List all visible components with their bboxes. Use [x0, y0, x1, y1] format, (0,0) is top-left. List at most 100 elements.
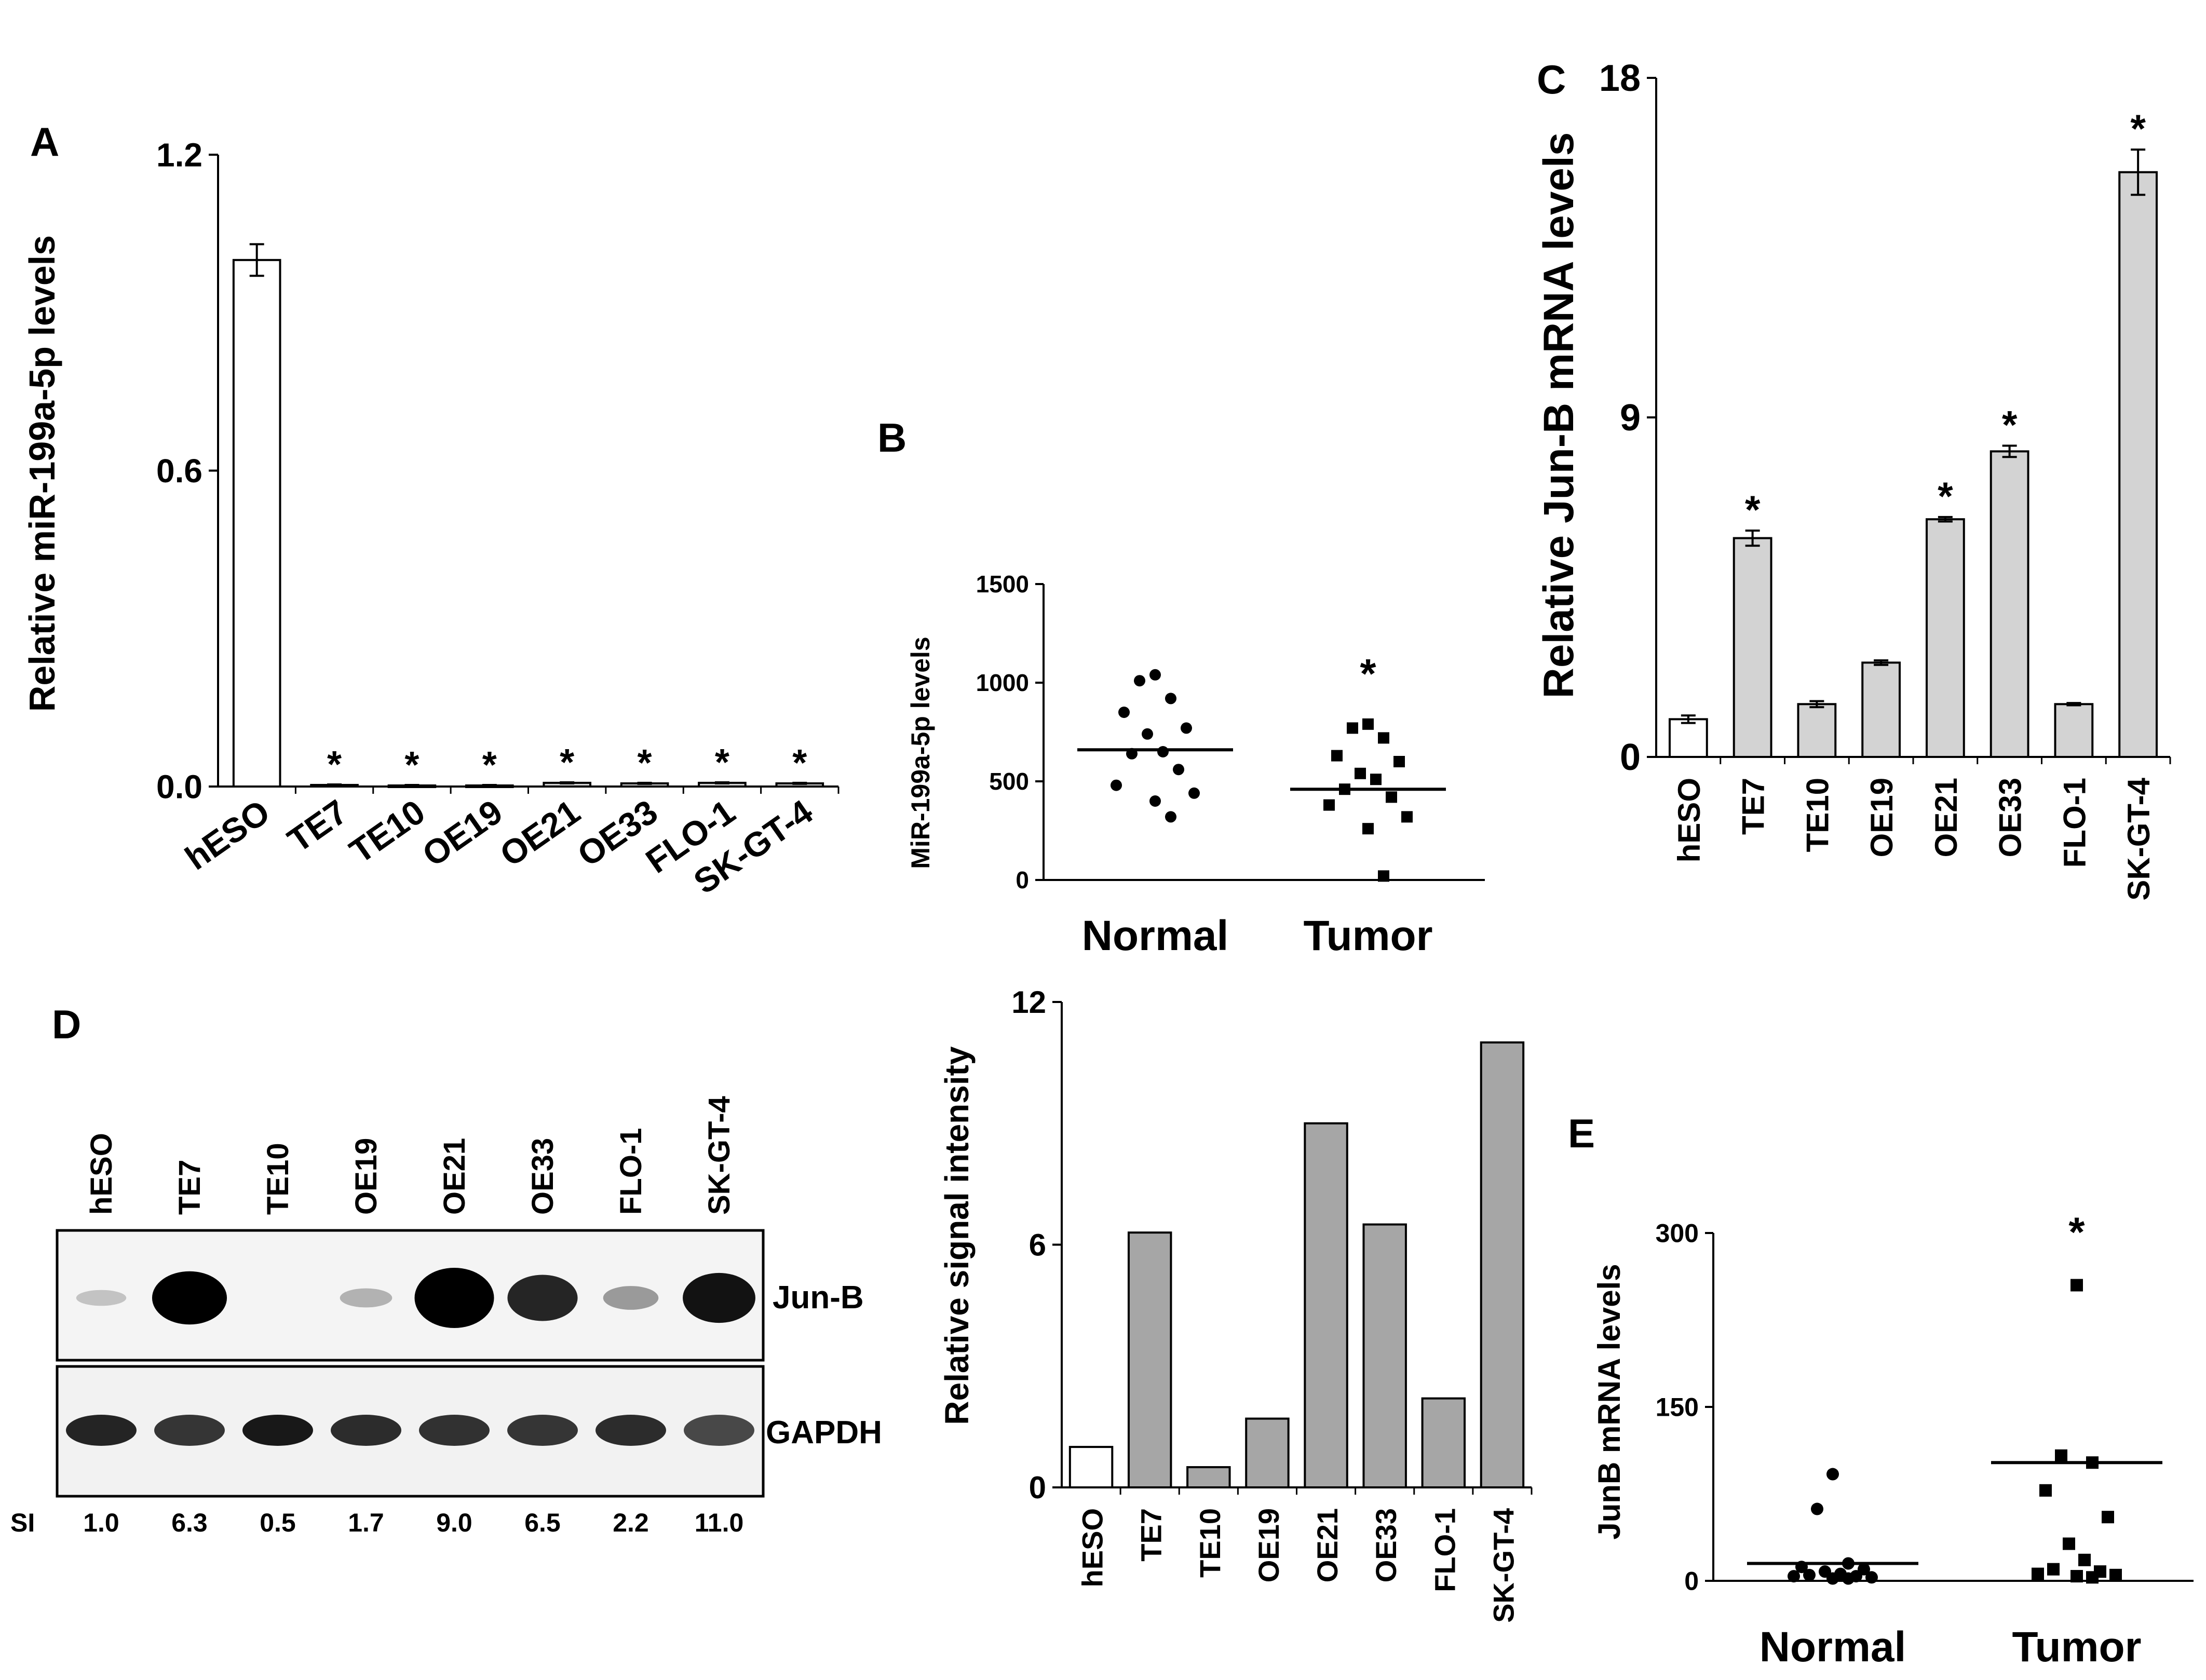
- panel-letter-c: C: [1537, 57, 1566, 102]
- panel-a-significance-star: *: [792, 742, 807, 784]
- panel-e-data-point: [1842, 1572, 1855, 1585]
- blot-band-gapdh: [507, 1415, 578, 1446]
- panel-d-bar-chart: Relative signal intensity 0 6 12 hESO TE7 TE1…: [938, 985, 1533, 1623]
- panel-d-bar: [1245, 1417, 1290, 1489]
- panel-d-y-tick-label: 12: [1011, 985, 1046, 1020]
- panel-d-y-axis-title: Relative signal intensity: [938, 1046, 976, 1425]
- panel-b-significance-star: *: [1360, 651, 1376, 697]
- panel-c-bar: [2118, 171, 2158, 758]
- blot-band-junb: [683, 1272, 755, 1323]
- blot-band-gapdh: [684, 1415, 754, 1446]
- panel-a-bar-chart: Relative miR-199a-5p levels 0.00.61.2hES…: [22, 136, 840, 901]
- panel-letter-d: D: [52, 1001, 81, 1047]
- panel-a-y-tick-label: 0.0: [156, 768, 202, 805]
- panel-d-bar: [1127, 1231, 1172, 1488]
- blot-band-gapdh: [419, 1415, 490, 1446]
- panel-b-data-point: [1181, 722, 1192, 734]
- panel-b-y-tick-label: 0: [1016, 866, 1029, 893]
- panel-a-y-tick-label: 1.2: [156, 136, 202, 173]
- panel-d-bar: [1362, 1223, 1407, 1489]
- panel-b-data-point: [1386, 791, 1397, 803]
- blot-lane-label: SK-GT-4: [702, 1096, 736, 1215]
- panel-e-data-point: [2078, 1553, 2091, 1566]
- panel-c-bar-chart: Relative Jun-B mRNA levels 0 9 18 hESO * TE7 T…: [1535, 58, 2171, 901]
- blot-band-gapdh: [596, 1415, 666, 1446]
- panel-b-data-point: [1165, 811, 1176, 823]
- panel-c-y-axis-title: Relative Jun-B mRNA levels: [1535, 132, 1582, 699]
- panel-e-data-point: [1811, 1502, 1823, 1515]
- blot-band-junb: [603, 1286, 659, 1310]
- panel-a-significance-star: *: [404, 744, 419, 786]
- panel-b-y-tick-label: 1500: [976, 571, 1029, 598]
- si-value: 6.3: [171, 1508, 208, 1537]
- panel-e-data-point: [2055, 1449, 2067, 1462]
- panel-b-data-point: [1362, 823, 1374, 835]
- si-value: 6.5: [524, 1508, 561, 1537]
- panel-d-category-label: hESO: [1076, 1508, 1109, 1587]
- panel-c-category-label: OE19: [1864, 778, 1899, 857]
- panel-e-data-point: [2070, 1570, 2083, 1583]
- blot-band-junb: [414, 1268, 494, 1328]
- panel-b-y-tick-label: 500: [989, 768, 1029, 795]
- panel-e-group-label: Normal: [1760, 1623, 1906, 1671]
- panel-e-data-point: [2102, 1511, 2114, 1524]
- panel-d-category-label: SK-GT-4: [1487, 1508, 1520, 1623]
- panel-b-data-point: [1188, 787, 1200, 799]
- panel-d-bar: [1421, 1397, 1466, 1488]
- panel-b-group-label: Normal: [1082, 912, 1229, 959]
- si-value: 1.7: [348, 1508, 384, 1537]
- si-value: 0.5: [260, 1508, 296, 1537]
- panel-a-category-label: OE19: [415, 792, 509, 874]
- panel-d-bar: [1304, 1122, 1348, 1488]
- panel-a-significance-star: *: [715, 742, 729, 783]
- blot-lane-label: OE21: [438, 1138, 471, 1215]
- blot-band-gapdh: [66, 1415, 137, 1446]
- panel-d-y-tick-label: 0: [1029, 1470, 1046, 1505]
- panel-c-category-label: TE7: [1736, 778, 1771, 835]
- panel-c-bar: [1925, 518, 1965, 758]
- panel-e-y-axis-title: JunB mRNA levels: [1592, 1264, 1627, 1539]
- panel-d-category-label: OE33: [1370, 1508, 1402, 1582]
- panel-b-data-point: [1111, 779, 1122, 791]
- si-value: 1.0: [83, 1508, 119, 1537]
- panel-b-y-axis-title: MiR-199a-5p levels: [906, 636, 935, 869]
- panel-e-data-point: [1826, 1572, 1839, 1585]
- panel-e-data-point: [2070, 1279, 2083, 1292]
- panel-c-bar: [1990, 450, 2029, 758]
- panel-e-data-point: [1865, 1571, 1878, 1584]
- panel-b-data-point: [1339, 783, 1350, 795]
- panel-d-bar: [1068, 1446, 1114, 1488]
- blot-band-label-junb: Jun-B: [773, 1280, 864, 1316]
- blot-lane-label: OE33: [526, 1138, 560, 1215]
- blot-lane-label: OE19: [349, 1138, 383, 1215]
- panel-c-y-tick-label: 0: [1620, 737, 1641, 778]
- panel-e-scatter-plot: JunB mRNA levels 0 150 300 Normal Tumor *: [1592, 1209, 2194, 1671]
- blot-band-gapdh: [242, 1415, 313, 1446]
- panel-e-data-point: [1842, 1557, 1855, 1570]
- panel-b-data-point: [1323, 799, 1335, 811]
- panel-b-data-point: [1149, 795, 1161, 807]
- panel-e-y-tick-label: 0: [1684, 1567, 1699, 1596]
- blot-lane-label: FLO-1: [614, 1128, 648, 1215]
- panel-d-bar: [1480, 1041, 1525, 1488]
- panel-c-bar: [1797, 703, 1837, 758]
- si-value: 9.0: [436, 1508, 472, 1537]
- panel-c-category-label: OE33: [1993, 778, 2028, 857]
- blot-band-junb: [507, 1275, 578, 1321]
- panel-letter-a: A: [30, 119, 59, 165]
- panel-a-significance-star: *: [482, 744, 497, 786]
- blot-band-junb: [76, 1290, 127, 1306]
- blot-band-junb: [340, 1288, 393, 1308]
- panel-e-data-point: [2032, 1567, 2044, 1580]
- panel-b-data-point: [1118, 707, 1130, 718]
- panel-c-significance-star: *: [2130, 107, 2146, 151]
- blot-band-gapdh: [331, 1415, 401, 1446]
- si-value: 11.0: [695, 1508, 744, 1537]
- panel-b-data-point: [1378, 732, 1389, 744]
- panel-e-y-tick-label: 150: [1656, 1393, 1699, 1422]
- panel-letter-b: B: [877, 415, 906, 460]
- panel-b-data-point: [1157, 746, 1169, 757]
- blot-band-junb: [152, 1271, 227, 1325]
- panel-c-category-label: TE10: [1800, 778, 1835, 852]
